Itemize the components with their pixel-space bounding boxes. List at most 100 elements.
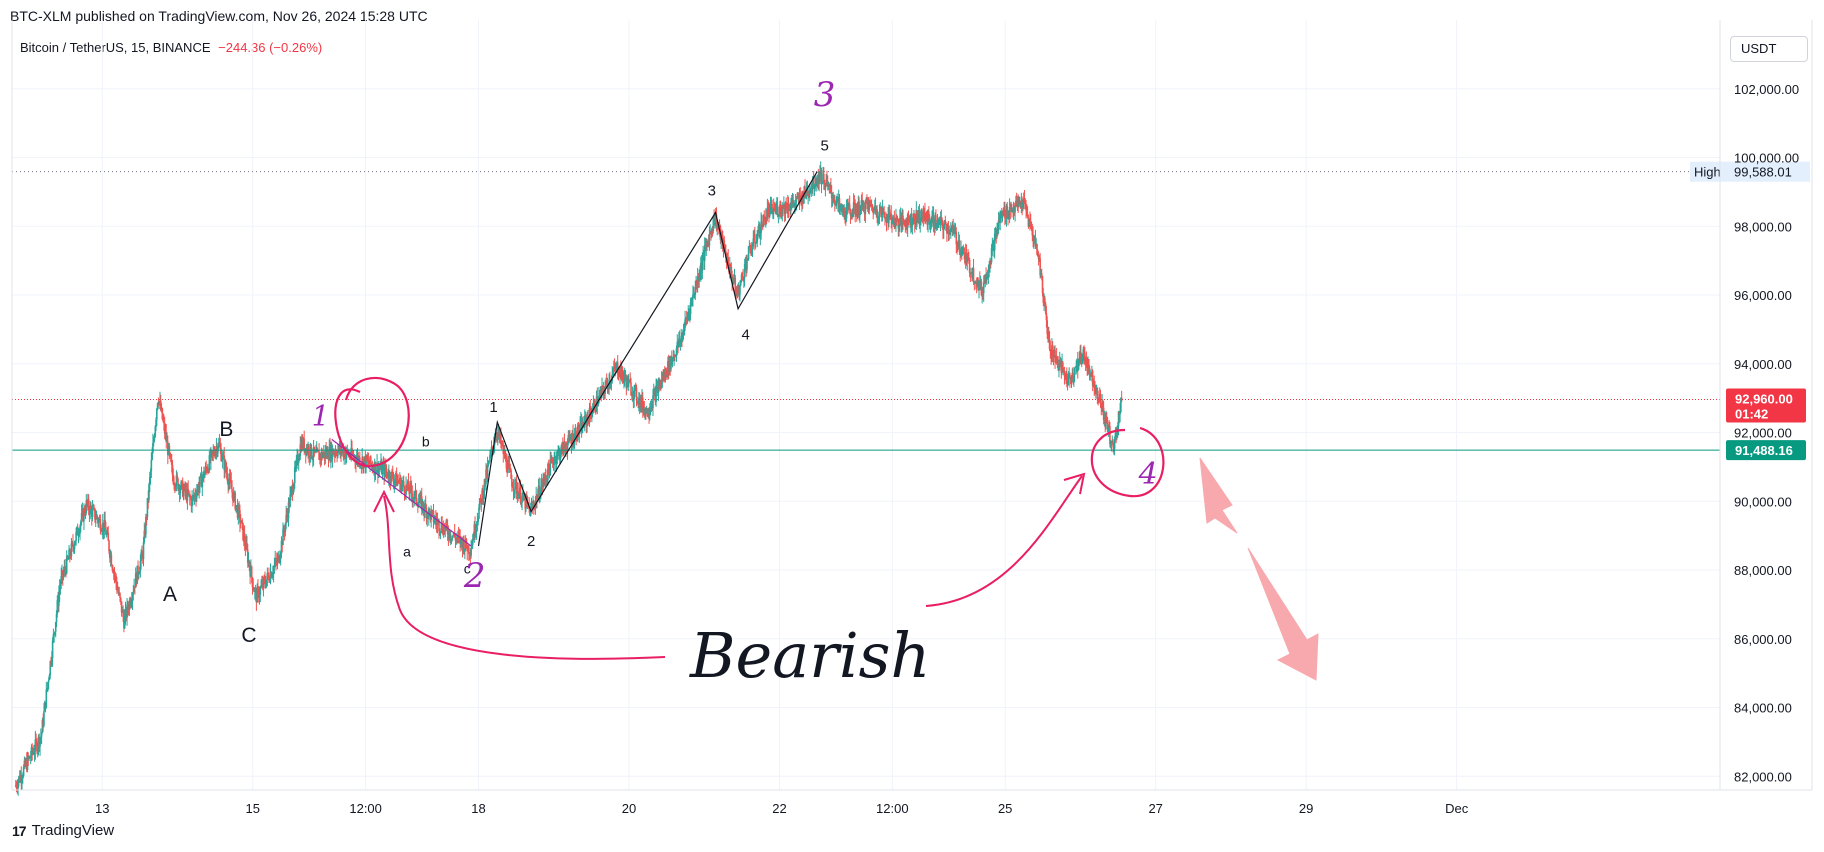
tradingview-brand[interactable]: 17 TradingView (12, 822, 114, 839)
candle-body (1033, 238, 1035, 241)
candle-body (410, 486, 413, 494)
candle-body (1077, 361, 1080, 370)
candle-body (1039, 258, 1041, 276)
candle-body (634, 386, 637, 388)
candle-body (91, 508, 94, 518)
candle-body (1091, 371, 1094, 387)
candle-body (152, 442, 154, 453)
x-tick-label: 25 (998, 801, 1012, 816)
candle-body (279, 553, 282, 559)
candle-body (673, 354, 675, 359)
candle-body (1078, 358, 1081, 362)
candle-body (189, 497, 192, 499)
candle-body (262, 578, 265, 588)
candle-body (557, 451, 559, 453)
candle-body (22, 767, 25, 777)
candle-body (171, 464, 174, 476)
candle-body (77, 534, 80, 536)
candle-body (69, 556, 72, 558)
candle-body (48, 675, 51, 680)
candle-body (381, 466, 384, 475)
candle-body (340, 445, 342, 453)
candle-body (1109, 441, 1112, 445)
candle-body (1069, 374, 1071, 379)
candle-body (276, 557, 279, 563)
candle-body (950, 227, 953, 229)
wave-label: 1 (489, 399, 497, 416)
candle-body (953, 229, 955, 234)
candle-body (947, 226, 950, 234)
candle-body (475, 523, 478, 531)
candle-body (218, 442, 221, 446)
candle-body (609, 382, 612, 385)
candle-body (652, 392, 655, 396)
candle-body (511, 478, 513, 487)
x-tick-label: 29 (1299, 801, 1313, 816)
candle-body (1030, 227, 1033, 229)
candle-body (113, 571, 116, 576)
candle-body (399, 477, 402, 491)
candle-body (1107, 425, 1110, 432)
arrow-to-wave-4 (925, 475, 1083, 607)
candle-body (823, 173, 825, 184)
candle-body (689, 302, 692, 315)
candle-body (896, 218, 899, 220)
candle-body (1009, 206, 1012, 212)
candle-body (237, 506, 240, 518)
candle-body (1026, 210, 1028, 216)
candle-body (226, 473, 229, 481)
candle-body (331, 449, 334, 460)
candle-body (433, 521, 436, 523)
candle-body (824, 185, 827, 190)
candle-body (518, 494, 520, 499)
candle-body (54, 631, 56, 634)
candle-body (699, 273, 701, 278)
candle-body (556, 451, 559, 460)
publish-info: BTC-XLM published on TradingView.com, No… (10, 8, 428, 24)
candle-body (583, 427, 585, 429)
candle-body (155, 419, 157, 427)
down-arrow-small (1199, 457, 1238, 534)
candle-body (163, 420, 165, 423)
candle-body (498, 430, 501, 439)
candle-body (618, 375, 621, 377)
candle-body (1085, 359, 1088, 364)
candle-body (312, 457, 314, 459)
candle-body (1048, 339, 1051, 349)
candle-body (894, 223, 896, 227)
candle-body (137, 565, 139, 575)
candle-body (228, 481, 230, 486)
candle-body (239, 522, 242, 524)
candle-body (424, 503, 426, 513)
candle-body (826, 179, 828, 182)
candle-body (377, 468, 380, 475)
candle-body (646, 408, 649, 417)
major-wave-label: 1 (312, 400, 330, 433)
candle-body (789, 209, 791, 211)
candle-body (1119, 411, 1121, 415)
candle-body (966, 256, 969, 263)
candle-body (739, 280, 742, 285)
candle-body (201, 478, 204, 488)
currency-button[interactable]: USDT (1730, 36, 1808, 62)
candle-body (660, 380, 663, 385)
candle-body (941, 219, 943, 227)
candle-body (182, 489, 185, 497)
candle-body (85, 500, 88, 513)
candle-body (698, 277, 701, 282)
candle-body (402, 480, 405, 487)
candle-body (1075, 366, 1078, 368)
candle-body (268, 575, 270, 581)
candle-body (902, 215, 904, 222)
candle-body (1056, 358, 1059, 360)
x-tick-label: 18 (471, 801, 485, 816)
candle-body (573, 442, 575, 445)
candle-body (509, 468, 512, 471)
candle-body (98, 519, 100, 523)
candle-body (999, 216, 1001, 223)
candle-body (1008, 206, 1011, 218)
candle-body (838, 198, 841, 207)
candle-body (507, 463, 509, 473)
candle-body (122, 609, 124, 617)
